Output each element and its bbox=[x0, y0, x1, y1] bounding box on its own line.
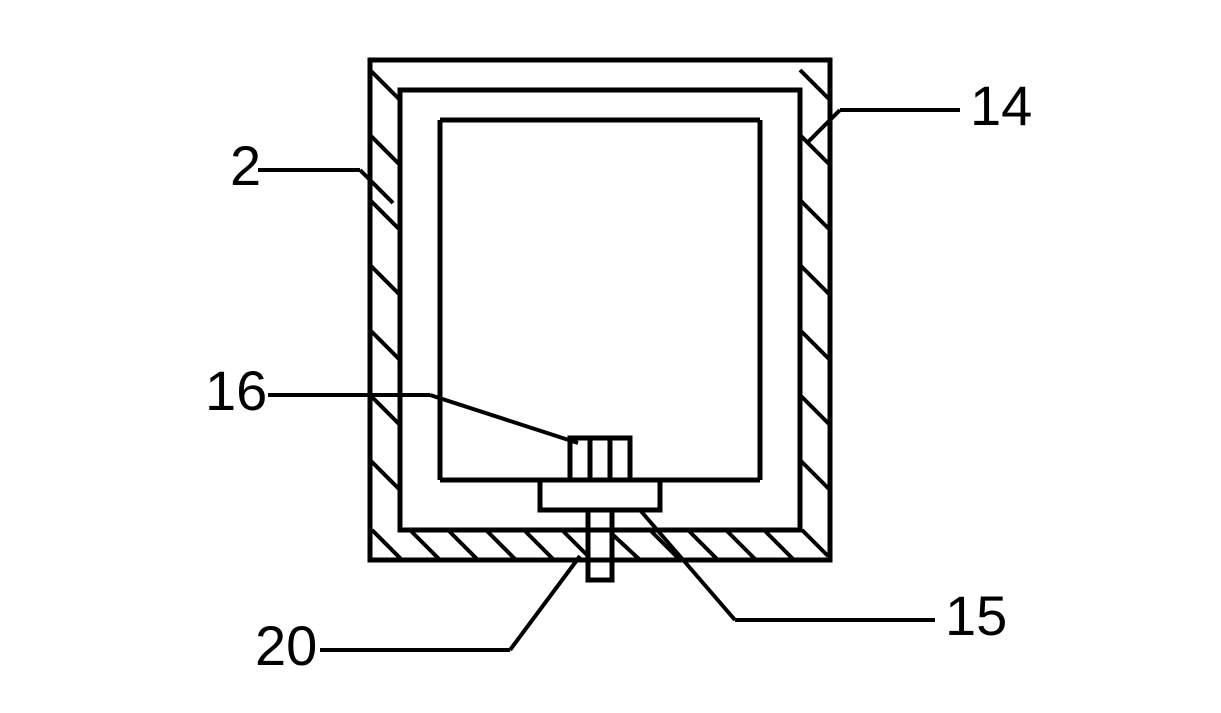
hatch-bottom-seg-11 bbox=[802, 530, 828, 556]
leader-n16-1 bbox=[430, 395, 578, 443]
hatch-bottom-seg-1 bbox=[410, 530, 440, 560]
hatch-bottom-seg-7 bbox=[650, 530, 680, 560]
hatch-bottom-seg-0 bbox=[372, 530, 402, 560]
shaft bbox=[588, 510, 612, 580]
hatch-bottom-seg-8 bbox=[688, 530, 718, 560]
hatch-bottom-seg-10 bbox=[764, 530, 794, 560]
hatch-right-seg-1 bbox=[800, 135, 830, 165]
hatch-bottom-seg-4 bbox=[524, 530, 554, 560]
hatch-bottom bbox=[372, 530, 828, 560]
hatch-left-seg-5 bbox=[370, 395, 400, 425]
outer-wall-inner bbox=[400, 90, 800, 530]
hatch-left bbox=[370, 70, 400, 490]
hatch-left-seg-3 bbox=[370, 265, 400, 295]
hatch-left-seg-1 bbox=[370, 135, 400, 165]
label-n14: 14 bbox=[807, 74, 1032, 143]
label-text-n14: 14 bbox=[970, 74, 1032, 137]
label-n16: 16 bbox=[205, 359, 578, 443]
hatch-left-seg-0 bbox=[370, 70, 400, 100]
hatch-right-seg-3 bbox=[800, 265, 830, 295]
hatch-right-seg-6 bbox=[800, 460, 830, 490]
hatch-left-seg-4 bbox=[370, 330, 400, 360]
mid-block bbox=[570, 438, 630, 480]
label-text-n15: 15 bbox=[945, 584, 1007, 647]
hatch-right-seg-2 bbox=[800, 200, 830, 230]
hatch-bottom-seg-6 bbox=[612, 534, 640, 560]
hatch-right-seg-0 bbox=[800, 70, 830, 100]
label-n20: 20 bbox=[255, 556, 580, 677]
leader-n14-1 bbox=[807, 110, 840, 143]
hatch-right-seg-4 bbox=[800, 330, 830, 360]
label-text-n2: 2 bbox=[230, 134, 261, 197]
hatch-left-seg-2 bbox=[370, 200, 400, 230]
hatch-bottom-seg-5 bbox=[562, 530, 588, 556]
leader-n20-1 bbox=[510, 556, 580, 650]
hatch-right-seg-5 bbox=[800, 395, 830, 425]
bottom-slab bbox=[540, 480, 660, 510]
hatch-bottom-seg-3 bbox=[486, 530, 516, 560]
leader-n15-1 bbox=[640, 510, 735, 620]
hatch-bottom-seg-2 bbox=[448, 530, 478, 560]
hatch-left-seg-6 bbox=[370, 460, 400, 490]
leader-n2-1 bbox=[360, 170, 393, 203]
label-text-n16: 16 bbox=[205, 359, 267, 422]
hatch-bottom-seg-9 bbox=[726, 530, 756, 560]
label-text-n20: 20 bbox=[255, 614, 317, 677]
